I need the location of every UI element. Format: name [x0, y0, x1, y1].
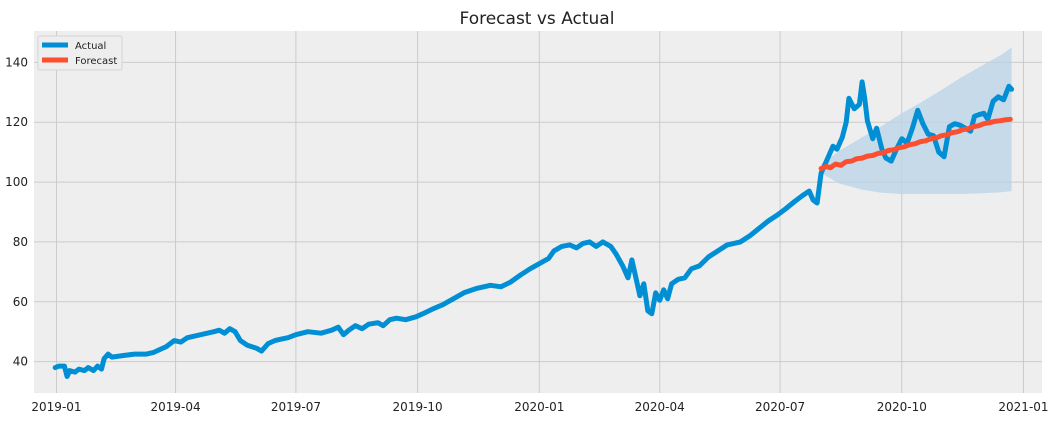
- y-tick-label: 40: [13, 355, 28, 369]
- legend: Actual Forecast: [37, 35, 123, 71]
- y-tick-label: 80: [13, 235, 28, 249]
- x-tick-label: 2021-01: [998, 400, 1048, 414]
- legend-label-forecast: Forecast: [75, 56, 117, 67]
- x-tick-label: 2019-10: [393, 400, 443, 414]
- y-axis: 40 60 80 100 120 140: [5, 55, 28, 368]
- y-tick-label: 60: [13, 295, 28, 309]
- grid-lines: [34, 31, 1042, 393]
- x-tick-label: 2020-07: [755, 400, 805, 414]
- y-tick-label: 140: [5, 55, 28, 69]
- x-tick-label: 2020-04: [635, 400, 685, 414]
- y-tick-label: 100: [5, 175, 28, 189]
- x-tick-label: 2019-01: [31, 400, 81, 414]
- forecast-series-line: [818, 116, 1013, 172]
- actual-series-line: [52, 79, 1015, 379]
- series-layer: [52, 79, 1015, 379]
- x-tick-label: 2020-10: [877, 400, 927, 414]
- legend-label-actual: Actual: [75, 41, 106, 52]
- x-tick-label: 2019-07: [271, 400, 321, 414]
- x-axis: 2019-01 2019-04 2019-07 2019-10 2020-01 2020-…: [31, 400, 1048, 414]
- x-tick-label: 2020-01: [514, 400, 564, 414]
- x-tick-label: 2019-04: [150, 400, 200, 414]
- y-tick-label: 120: [5, 115, 28, 129]
- chart-title: Forecast vs Actual: [460, 9, 615, 29]
